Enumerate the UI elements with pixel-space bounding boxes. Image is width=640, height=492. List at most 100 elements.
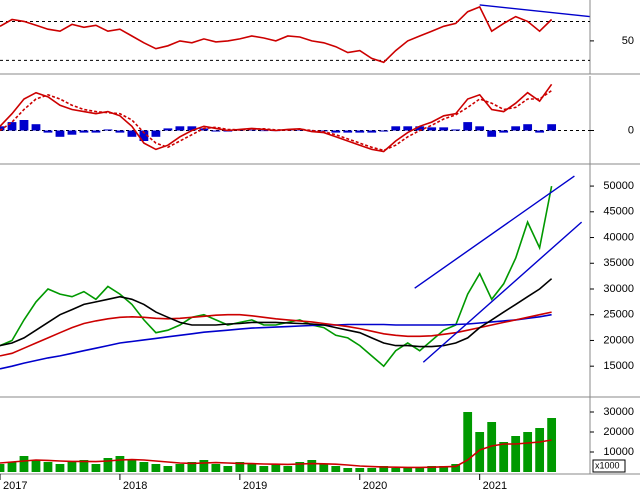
bar xyxy=(415,468,425,472)
bar xyxy=(379,130,389,132)
y-tick-label: 40000 xyxy=(603,231,634,243)
bar xyxy=(199,460,209,472)
bar xyxy=(259,130,269,132)
bar xyxy=(19,456,29,472)
bar xyxy=(367,130,377,133)
y-tick-label: 15000 xyxy=(603,360,634,372)
y-tick-label: 0 xyxy=(628,124,634,136)
series-line xyxy=(0,89,553,152)
bar xyxy=(547,418,557,472)
y-tick-label: 45000 xyxy=(603,206,634,218)
bar xyxy=(151,130,161,137)
bar xyxy=(91,464,101,472)
unit-box xyxy=(592,459,626,473)
bar xyxy=(451,464,461,472)
y-tick-label: 25000 xyxy=(603,309,634,321)
bar xyxy=(43,130,53,133)
trend-line xyxy=(414,175,575,289)
bar xyxy=(79,130,89,133)
bar xyxy=(403,126,413,131)
bar xyxy=(0,464,5,472)
x-tick-label: 2021 xyxy=(483,480,507,492)
bar xyxy=(463,412,473,472)
bar xyxy=(67,130,77,135)
bar xyxy=(439,466,449,472)
bar xyxy=(115,456,125,472)
y-tick-label: 20000 xyxy=(603,426,634,438)
bar xyxy=(487,130,497,137)
bar xyxy=(271,464,281,472)
x-tick-label: 2020 xyxy=(363,480,387,492)
bar xyxy=(427,127,437,131)
x-tick-label: 2017 xyxy=(3,480,27,492)
bar xyxy=(55,130,65,137)
bar xyxy=(187,462,197,472)
bar xyxy=(367,468,377,472)
bar xyxy=(199,128,209,131)
bar xyxy=(163,466,173,472)
bar xyxy=(415,126,425,131)
bar xyxy=(103,458,113,472)
bar xyxy=(67,462,77,472)
bar xyxy=(331,130,341,133)
series-line xyxy=(0,185,553,368)
series-line xyxy=(0,439,552,469)
bar xyxy=(379,466,389,472)
bar xyxy=(163,128,173,131)
series-line xyxy=(0,83,553,153)
bar xyxy=(175,126,185,131)
bar xyxy=(235,462,245,472)
bar xyxy=(307,460,317,472)
bar xyxy=(55,464,65,472)
bar xyxy=(343,130,353,133)
trend-line xyxy=(479,4,590,18)
bar xyxy=(127,130,137,137)
bar xyxy=(463,122,473,131)
bar xyxy=(475,126,485,131)
bar xyxy=(319,464,329,472)
bar xyxy=(547,124,557,131)
bar xyxy=(535,428,545,472)
bar xyxy=(91,130,101,133)
bar xyxy=(223,466,233,472)
bar xyxy=(151,464,161,472)
bar xyxy=(295,462,305,472)
bar xyxy=(391,126,401,131)
bar xyxy=(43,462,53,472)
bar xyxy=(7,122,17,131)
series-line xyxy=(0,311,552,357)
bar xyxy=(499,442,509,472)
trend-line xyxy=(422,221,583,363)
bar xyxy=(391,468,401,472)
series-line xyxy=(0,313,552,370)
bar xyxy=(319,130,329,132)
bar xyxy=(175,464,185,472)
bar xyxy=(247,129,257,131)
y-tick-label: 10000 xyxy=(603,446,634,458)
bar xyxy=(259,466,269,472)
bar xyxy=(487,422,497,472)
bar xyxy=(343,468,353,472)
unit-label: x1000 xyxy=(595,460,620,470)
x-tick-label: 2019 xyxy=(243,480,267,492)
bar xyxy=(31,124,41,131)
bar xyxy=(79,460,89,472)
bar xyxy=(103,129,113,131)
x-tick-label: 2018 xyxy=(123,480,147,492)
bar xyxy=(499,130,509,133)
bar xyxy=(427,466,437,472)
bar xyxy=(115,130,125,133)
bar xyxy=(523,432,533,472)
bar xyxy=(127,460,137,472)
bar xyxy=(211,464,221,472)
bar xyxy=(535,130,545,133)
bar xyxy=(7,462,17,472)
bar xyxy=(31,460,41,472)
bar xyxy=(403,468,413,472)
bar xyxy=(355,468,365,472)
y-tick-label: 50 xyxy=(622,35,634,47)
bar xyxy=(139,130,149,141)
bar xyxy=(187,126,197,131)
